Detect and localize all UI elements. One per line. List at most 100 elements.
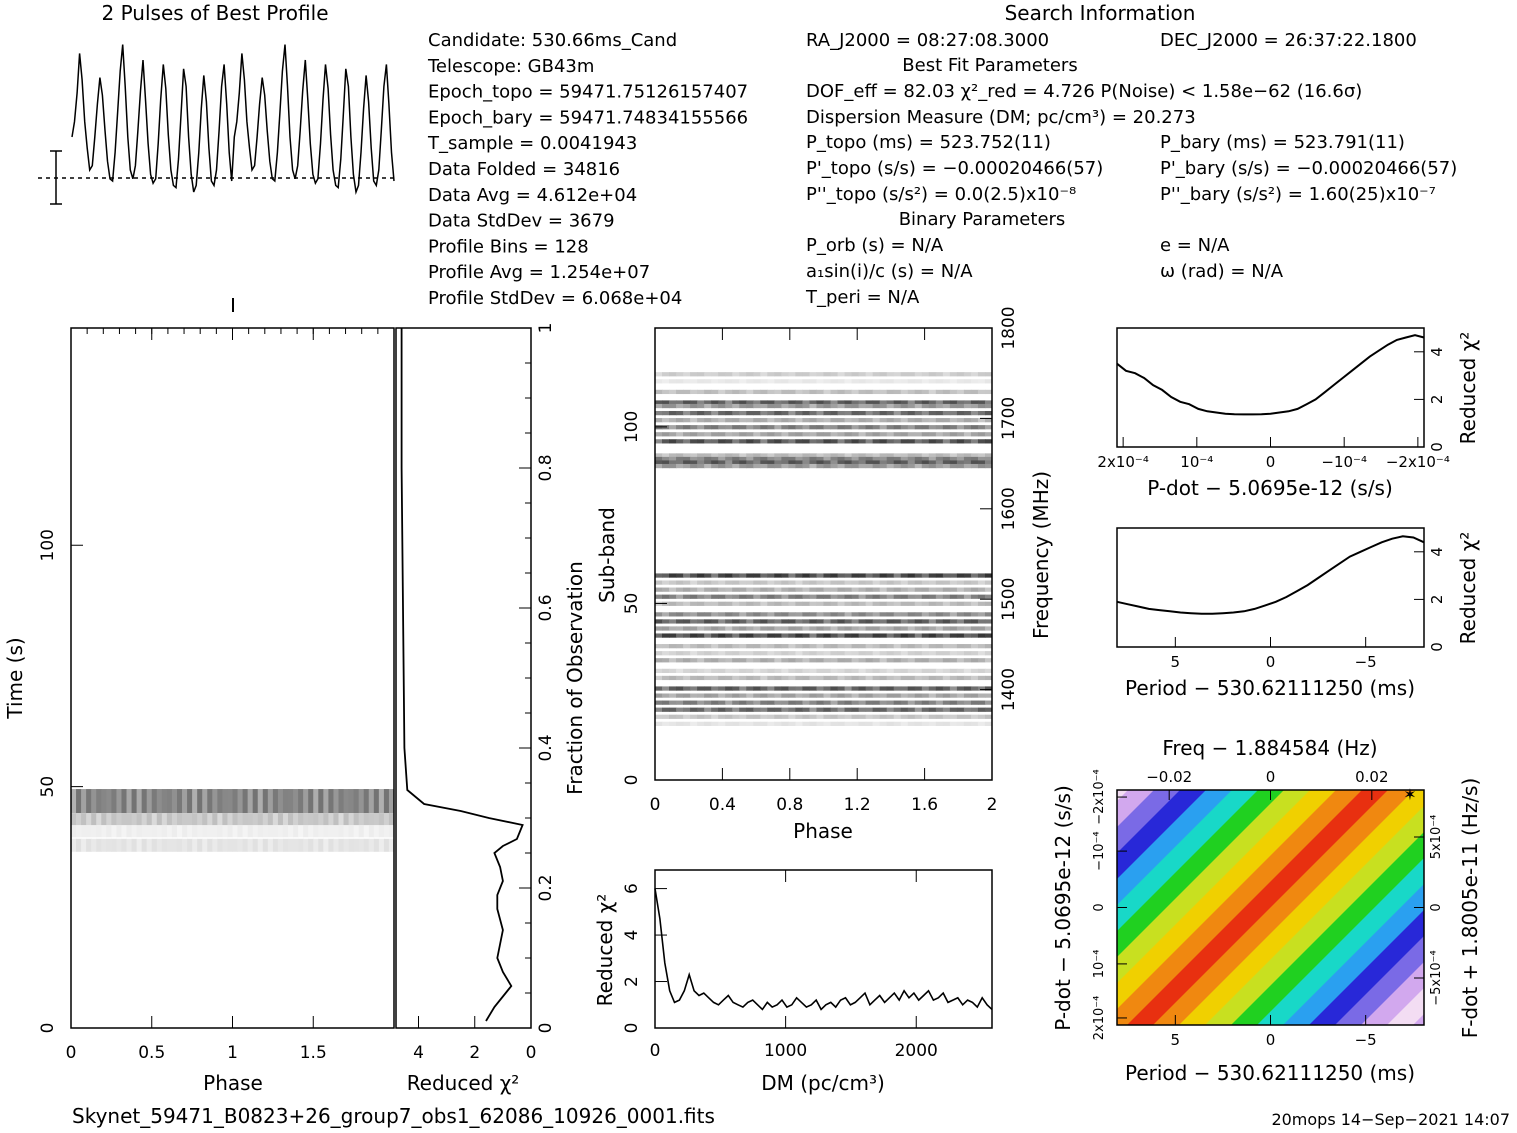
time-phase-cell: [338, 789, 345, 814]
subband-cell: [823, 675, 832, 681]
subband-cell: [872, 644, 881, 649]
time-chi2-xtick-label: 4: [413, 1043, 424, 1063]
subband-cell: [942, 573, 951, 578]
time-phase-cell: [116, 789, 122, 814]
subband-cell: [844, 675, 853, 681]
subband-cell: [858, 379, 867, 384]
subband-cell: [984, 418, 993, 423]
subband-cell: [865, 460, 874, 465]
subband-cell: [767, 587, 775, 592]
subband-cell: [921, 675, 930, 681]
subband-cell: [802, 456, 810, 462]
subband-cell: [781, 425, 789, 430]
time-phase-cell: [333, 789, 339, 814]
subband-cell: [739, 580, 747, 585]
subband-cell: [732, 721, 740, 726]
subband-cell: [886, 612, 895, 617]
subband-cell: [809, 619, 817, 624]
time-phase-cell: [136, 789, 143, 814]
subband-cell: [900, 668, 909, 674]
subband-cell: [802, 686, 810, 691]
subband-cell: [697, 721, 705, 726]
subband-cell: [830, 463, 839, 469]
info-pbary: P_bary (ms) = 523.791(11): [1160, 132, 1405, 153]
time-phase-cell: [338, 838, 345, 852]
subband-cell: [718, 686, 726, 691]
subband-cell: [802, 658, 810, 663]
subband-cell: [746, 714, 754, 719]
subband-cell: [718, 707, 726, 712]
subband-cell: [893, 612, 902, 617]
subband-cell: [655, 573, 663, 578]
subband-cell: [676, 675, 684, 681]
subband-cell: [711, 658, 719, 663]
subband-cell: [977, 453, 986, 458]
subband-cell: [893, 721, 902, 726]
subband-cell: [739, 372, 747, 377]
ppdot-contour: [1117, 790, 1155, 828]
subband-cell: [774, 379, 782, 384]
subband-cell: [662, 686, 670, 691]
subband-cell: [746, 707, 754, 712]
subband-cell: [676, 573, 684, 578]
subband-cell: [795, 675, 803, 681]
subband-cell: [844, 463, 853, 469]
subband-cell: [879, 425, 888, 430]
subband-cell: [872, 700, 881, 705]
dm-ytick-label: 6: [622, 883, 642, 894]
time-phase-cell: [353, 813, 360, 826]
time-phase-cell: [166, 838, 173, 852]
subband-cell: [781, 410, 789, 416]
subband-cell: [963, 658, 972, 663]
subband-cell: [767, 453, 775, 458]
subband-cell: [655, 675, 663, 681]
subband-cell: [802, 633, 810, 638]
subband-cell: [739, 714, 747, 719]
subband-cell: [781, 453, 789, 458]
info-col1-row: Profile Bins = 128: [428, 236, 589, 257]
subband-cell: [690, 453, 698, 458]
time-phase-cell: [282, 838, 289, 852]
time-phase-cell: [131, 825, 138, 838]
subband-cell: [718, 453, 726, 458]
subband-cell: [802, 651, 810, 656]
subband-cell: [977, 389, 986, 395]
subband-cell: [893, 587, 902, 592]
ppdot-ytick-label: 2x10⁻⁴: [1092, 996, 1107, 1041]
time-phase-cell: [257, 838, 264, 852]
ppdot-y2tick-label: −5x10⁻⁴: [1429, 950, 1444, 1005]
subband-cell: [690, 432, 698, 437]
subband-cell: [886, 389, 895, 395]
subband-cell: [753, 432, 761, 437]
time-phase-cell: [76, 789, 82, 814]
subband-cell: [676, 644, 684, 649]
subband-cell: [844, 573, 853, 578]
time-phase-cell: [383, 838, 390, 852]
subband-cell: [872, 714, 881, 719]
subband-cell: [942, 425, 951, 430]
small-xtick-label: 5: [1171, 653, 1181, 671]
subband-cell: [718, 612, 726, 617]
subband-cell: [886, 400, 895, 405]
subband-cell: [816, 675, 824, 681]
subband-cell: [907, 612, 916, 617]
subband-cell: [900, 410, 909, 416]
subband-cell: [760, 453, 768, 458]
subband-cell: [942, 372, 951, 377]
subband-cell: [844, 612, 853, 617]
subband-cell: [823, 432, 832, 437]
subband-cell: [837, 587, 846, 592]
subband-cell: [844, 601, 853, 606]
subband-cell: [977, 439, 986, 444]
subband-cell: [970, 460, 979, 465]
subband-cell: [928, 573, 937, 578]
subband-cell: [676, 389, 684, 395]
subband-cell: [697, 418, 705, 423]
subband-cell: [690, 460, 698, 465]
subband-cell: [907, 651, 916, 656]
subband-cell: [893, 456, 902, 462]
subband-cell: [900, 612, 909, 617]
subband-cell: [872, 379, 881, 384]
subband-xtick-label: 2: [987, 795, 998, 815]
subband-cell: [949, 693, 958, 698]
